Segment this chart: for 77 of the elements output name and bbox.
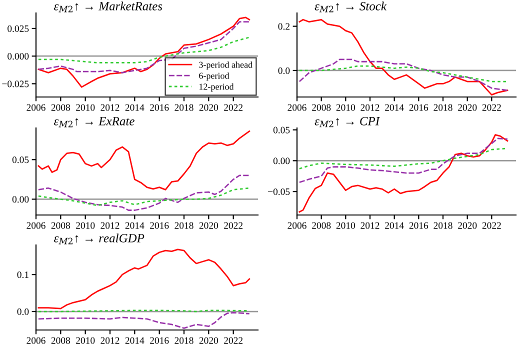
line-series: [38, 312, 250, 329]
x-tick-label: 2014: [385, 222, 404, 229]
x-tick-label: 2016: [150, 104, 169, 111]
line-series: [38, 21, 250, 74]
x-tick-label: 2020: [199, 337, 218, 344]
x-tick-label: 2008: [51, 337, 70, 344]
x-tick-label: 2008: [312, 222, 331, 229]
x-tick-label: 2012: [100, 222, 120, 229]
chart-title: ε$_{M2}$↑ → Stock: [314, 2, 387, 12]
x-tick-label: 2022: [482, 222, 501, 229]
x-tick-label: 2016: [150, 222, 169, 229]
x-tick-label: 2006: [26, 104, 46, 111]
x-tick-label: 2010: [76, 222, 95, 229]
y-tick-label: 0.05: [12, 156, 29, 164]
legend-label: 12-period: [199, 83, 234, 92]
x-tick-label: 2010: [76, 104, 95, 111]
x-tick-label: 2020: [199, 222, 218, 229]
x-tick-label: 2006: [26, 222, 46, 229]
chart-title: ε$_{M2}$↑ → CPI: [314, 116, 380, 128]
x-tick-label: 2014: [125, 222, 144, 229]
x-tick-label: 2006: [288, 104, 306, 111]
x-tick-label: 2020: [458, 104, 477, 111]
x-tick-label: 2014: [125, 104, 144, 111]
x-tick-label: 2012: [360, 104, 380, 111]
chart-title: ε$_{M2}$↑ → realGDP: [54, 234, 144, 244]
line-series: [38, 130, 250, 190]
x-tick-label: 2014: [385, 104, 404, 111]
line-series: [38, 248, 250, 310]
line-series: [38, 36, 250, 64]
x-tick-label: 2014: [125, 337, 144, 344]
line-series: [298, 134, 508, 213]
x-tick-label: 2012: [100, 104, 120, 111]
y-tick-label: 0.025: [8, 25, 29, 32]
x-tick-label: 2010: [336, 104, 356, 111]
x-tick-label: 2008: [51, 222, 70, 229]
x-tick-label: 2018: [434, 222, 452, 229]
y-tick-label: 0.00: [273, 158, 290, 164]
line-series: [298, 65, 508, 82]
y-tick-label: 0.0: [278, 67, 290, 74]
x-tick-label: 2012: [360, 222, 380, 229]
y-tick-label: 0.00: [12, 196, 29, 203]
chart-title: ε$_{M2}$↑ → ExRate: [54, 117, 134, 128]
y-tick-label: 0.05: [273, 126, 290, 134]
x-tick-label: 2018: [434, 104, 452, 111]
x-tick-label: 2018: [174, 222, 194, 229]
y-tick-label: 0.000: [8, 53, 29, 60]
y-tick-label: 0.0: [17, 308, 29, 316]
x-tick-label: 2022: [224, 104, 243, 111]
x-tick-label: 2018: [174, 337, 194, 344]
x-tick-label: 2012: [100, 337, 120, 344]
x-tick-label: 2020: [199, 104, 218, 111]
x-tick-label: 2016: [409, 222, 428, 229]
x-tick-label: 2018: [174, 104, 194, 111]
legend-label: 6-period: [199, 72, 230, 81]
line-series: [38, 187, 250, 206]
x-tick-label: 2022: [224, 337, 243, 344]
x-tick-label: 2008: [312, 104, 331, 111]
line-series: [298, 58, 508, 92]
chart-title: ε$_{M2}$↑ → MarketRates: [54, 2, 162, 12]
y-tick-label: 0.1: [17, 271, 28, 278]
y-tick-label: −0.05: [268, 188, 290, 196]
x-tick-label: 2022: [482, 104, 501, 111]
line-series: [298, 18, 508, 96]
y-tick-label: −0.025: [2, 80, 29, 88]
x-tick-label: 2016: [409, 104, 428, 111]
x-tick-label: 2022: [224, 222, 243, 229]
x-tick-label: 2006: [26, 337, 46, 344]
x-tick-label: 2016: [150, 337, 169, 344]
x-tick-label: 2006: [288, 222, 306, 229]
x-tick-label: 2008: [51, 104, 70, 111]
line-series: [38, 174, 250, 211]
x-tick-label: 2010: [336, 222, 356, 229]
x-tick-label: 2010: [76, 337, 95, 344]
y-tick-label: 0.2: [278, 23, 290, 30]
x-tick-label: 2020: [458, 222, 477, 229]
legend-label: 3-period ahead: [199, 61, 252, 70]
line-series: [298, 138, 508, 183]
